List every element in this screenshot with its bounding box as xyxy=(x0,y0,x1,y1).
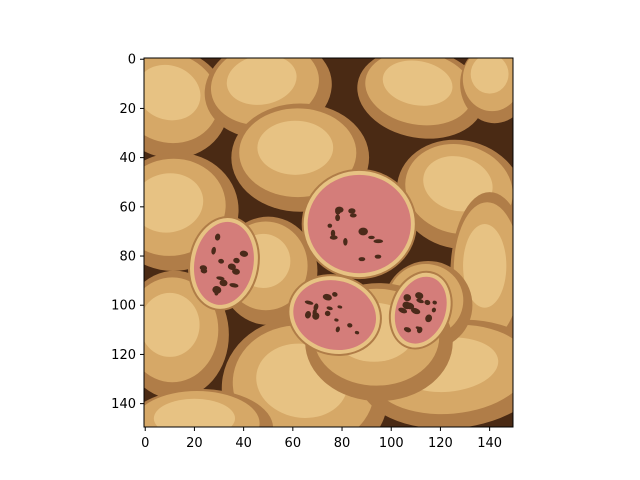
y-tick-label: 20 xyxy=(119,102,136,117)
y-tick-label: 80 xyxy=(119,250,136,265)
x-tick-label: 0 xyxy=(141,436,149,451)
x-tick-label: 80 xyxy=(334,436,351,451)
x-tick-label: 20 xyxy=(186,436,203,451)
heatmap-image xyxy=(144,58,513,427)
y-tick-label: 120 xyxy=(111,348,136,363)
y-tick-label: 0 xyxy=(128,53,136,68)
y-axis-ticks: 0 20 40 60 80 100 120 140 xyxy=(111,53,144,412)
cut-potato-half xyxy=(301,168,417,280)
x-tick-label: 40 xyxy=(235,436,252,451)
x-tick-label: 120 xyxy=(428,436,453,451)
x-axis-ticks: 0 20 40 60 80 100 120 140 xyxy=(141,427,502,451)
y-tick-label: 60 xyxy=(119,200,136,215)
y-tick-label: 140 xyxy=(111,397,136,412)
potato xyxy=(144,388,274,427)
y-tick-label: 100 xyxy=(111,299,136,314)
x-tick-label: 100 xyxy=(379,436,404,451)
potato xyxy=(357,58,485,139)
x-tick-label: 60 xyxy=(285,436,302,451)
potato xyxy=(460,58,513,124)
axes-frame xyxy=(143,57,514,428)
cut-potato-half xyxy=(388,270,453,350)
x-tick-label: 140 xyxy=(477,436,502,451)
cut-potato-half xyxy=(287,274,382,356)
y-tick-label: 40 xyxy=(119,151,136,166)
cut-potato-half xyxy=(188,215,260,311)
